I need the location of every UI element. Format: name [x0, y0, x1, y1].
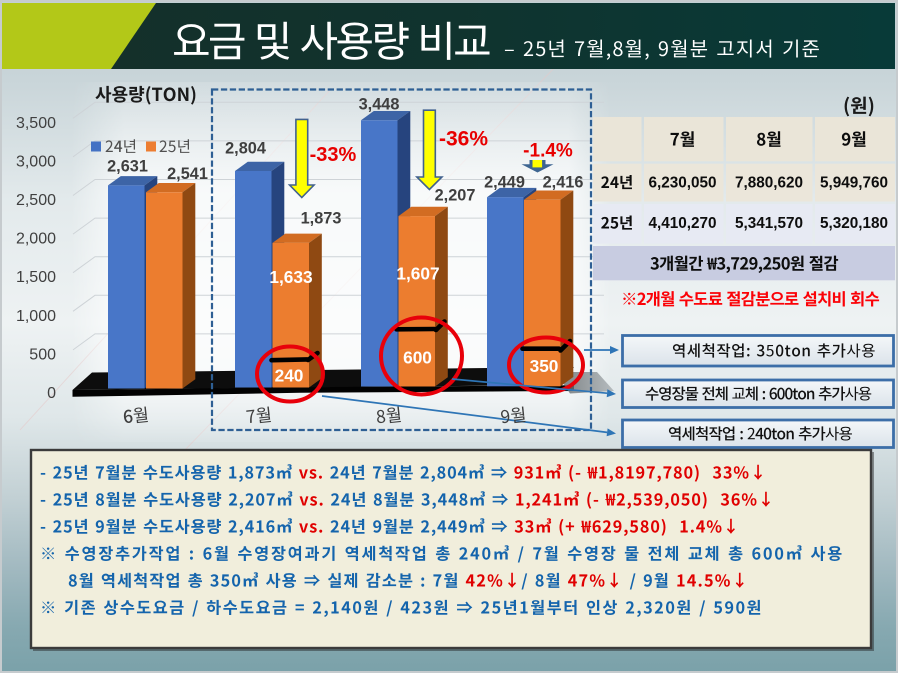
svg-text:6,230,050: 6,230,050 — [648, 175, 716, 192]
svg-text:2,416: 2,416 — [543, 173, 584, 191]
svg-text:1,607: 1,607 — [396, 264, 439, 284]
svg-text:1,633: 1,633 — [269, 267, 312, 287]
svg-text:2,541: 2,541 — [167, 165, 208, 183]
svg-text:5,320,180: 5,320,180 — [820, 215, 888, 232]
svg-text:2,000: 2,000 — [16, 231, 56, 248]
svg-text:3,448: 3,448 — [359, 95, 400, 113]
svg-text:4,410,270: 4,410,270 — [648, 215, 716, 232]
svg-text:-1.4%: -1.4% — [523, 141, 573, 162]
svg-text:1,000: 1,000 — [16, 308, 56, 325]
svg-text:600: 600 — [403, 347, 432, 367]
svg-text:2,500: 2,500 — [16, 192, 56, 209]
svg-text:-33%: -33% — [310, 144, 357, 166]
svg-text:500: 500 — [29, 346, 56, 363]
svg-text:5,949,760: 5,949,760 — [820, 175, 888, 192]
svg-text:3,000: 3,000 — [16, 153, 56, 170]
svg-text:5,341,570: 5,341,570 — [735, 215, 803, 232]
svg-text:1,873: 1,873 — [301, 209, 342, 227]
svg-text:2,449: 2,449 — [484, 173, 525, 191]
svg-text:7,880,620: 7,880,620 — [735, 175, 803, 192]
svg-text:350: 350 — [530, 356, 559, 376]
svg-text:3,500: 3,500 — [16, 115, 56, 132]
svg-text:2,207: 2,207 — [435, 186, 476, 204]
svg-text:2,631: 2,631 — [107, 157, 148, 175]
svg-text:-36%: -36% — [439, 128, 488, 151]
svg-text:0: 0 — [47, 385, 56, 402]
svg-text:1,500: 1,500 — [16, 269, 56, 286]
svg-text:240: 240 — [275, 366, 304, 386]
svg-text:2,804: 2,804 — [225, 139, 266, 157]
